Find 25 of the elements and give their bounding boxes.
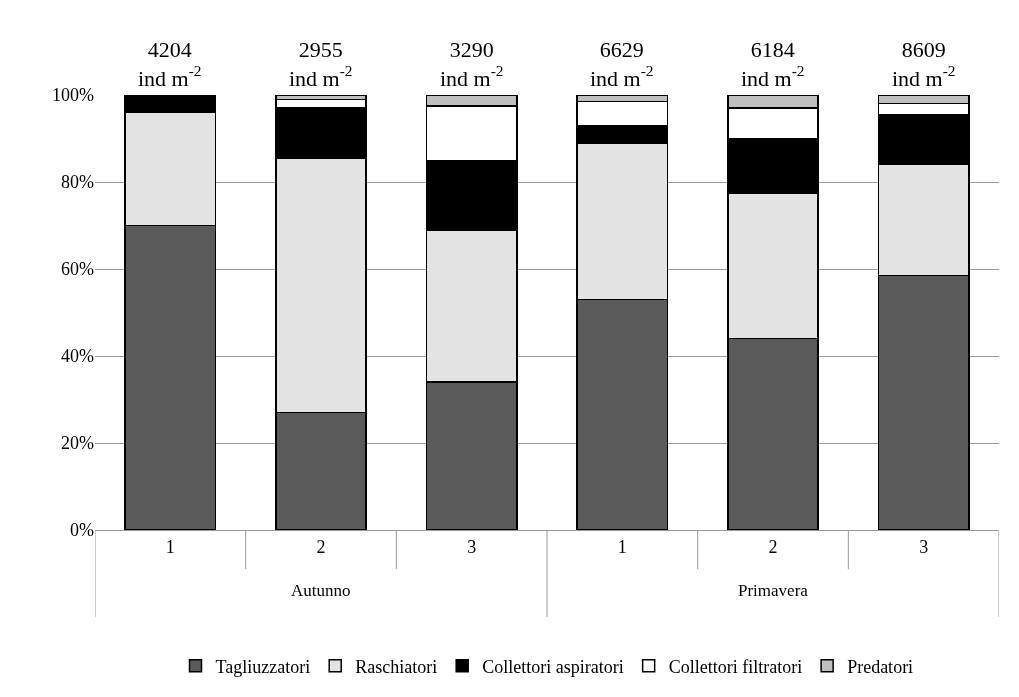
legend-label: Raschiatori xyxy=(355,656,438,677)
text: Primavera xyxy=(738,581,809,600)
x-tick-label: 3 xyxy=(467,536,477,557)
total-label: 6184 ind m$^{-2}$ xyxy=(741,37,805,91)
total-label: 3290 ind m$^{-2}$ xyxy=(440,37,504,91)
y-tick-label: 100% xyxy=(52,85,94,106)
legend-label: Tagliuzzatori xyxy=(215,656,311,677)
total-label: 4204 ind m$^{-2}$ xyxy=(138,37,202,91)
legend-label: Predatori xyxy=(847,656,914,677)
y-tick-label: 20% xyxy=(61,433,94,454)
total-label: 8609 ind m$^{-2}$ xyxy=(892,37,956,91)
legend-label: Collettori filtratori xyxy=(668,656,803,677)
x-tick-label: 1 xyxy=(165,536,175,557)
x-tick-label: 2 xyxy=(316,536,326,557)
x-tick-label: 2 xyxy=(768,536,778,557)
y-tick-label: 40% xyxy=(61,346,94,367)
y-tick-label: 80% xyxy=(61,172,94,193)
legend-label: Collettori aspiratori xyxy=(482,656,624,677)
y-tick-label: 60% xyxy=(61,259,94,280)
total-label: 2955 ind m$^{-2}$ xyxy=(289,37,353,91)
text: Autunno xyxy=(291,581,351,600)
y-tick-label: 0% xyxy=(70,520,94,541)
total-label: 6629 ind m$^{-2}$ xyxy=(590,37,654,91)
x-tick-label: 1 xyxy=(617,536,627,557)
x-tick-label: 3 xyxy=(919,536,929,557)
